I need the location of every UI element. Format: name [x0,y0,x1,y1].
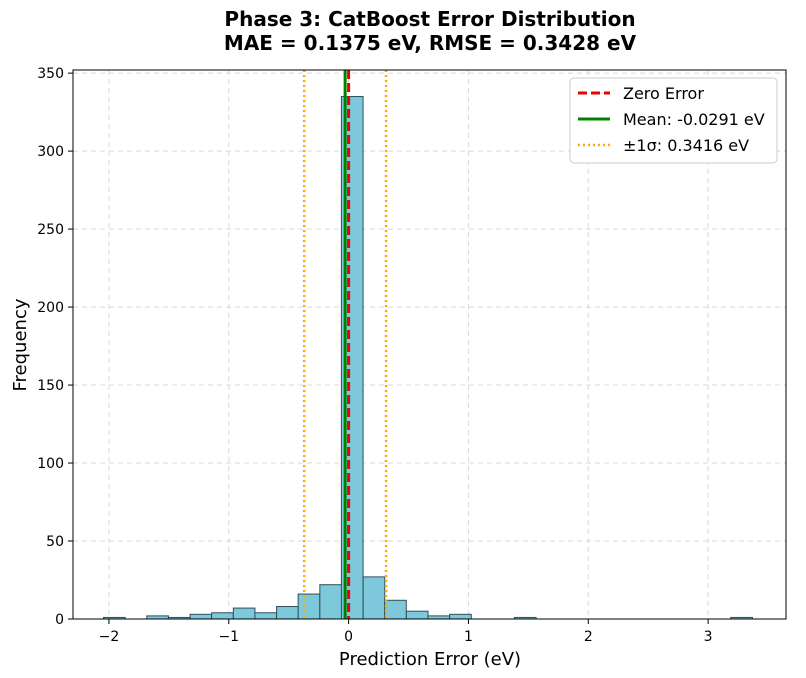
histogram-bar [319,584,342,620]
y-tick-label: 300 [37,144,64,160]
legend-label-mean: Mean: -0.0291 eV [623,110,765,129]
y-tick-label: 250 [37,222,64,238]
x-tick-label: −1 [218,629,239,645]
x-tick-label: −2 [99,629,120,645]
reference-lines [302,70,388,619]
y-tick-label: 350 [37,66,64,82]
legend-label-zero-error: Zero Error [623,84,704,103]
chart-title-line2: MAE = 0.1375 eV, RMSE = 0.3428 eV [224,31,637,55]
legend-box [569,77,778,164]
x-axis-label: Prediction Error (eV) [339,649,521,670]
histogram-bar [297,593,321,620]
histogram-bar [449,613,472,620]
y-axis-ticks: 0 50 100 150 200 250 300 350 [37,66,73,628]
legend: Zero Error Mean: -0.0291 eV ±1σ: 0.3416 … [569,77,778,164]
y-tick-label: 0 [55,612,64,628]
histogram-bar [254,612,278,620]
histogram-bar [232,607,256,620]
y-tick-label: 100 [37,456,64,472]
chart-title-line1: Phase 3: CatBoost Error Distribution [224,7,635,31]
x-tick-label: 2 [584,629,593,645]
y-tick-label: 150 [37,378,64,394]
x-tick-label: 1 [464,629,473,645]
y-tick-label: 50 [46,534,64,550]
histogram-bar [384,599,407,620]
legend-label-sigma: ±1σ: 0.3416 eV [623,136,749,155]
y-tick-label: 200 [37,300,64,316]
histogram-bar [276,606,299,620]
plot-frame [72,69,787,620]
y-axis-label: Frequency [10,298,31,391]
histogram-bar [405,610,429,620]
x-tick-label: 3 [704,629,713,645]
x-tick-label: 0 [344,629,353,645]
x-axis-ticks: −2 −1 0 1 2 3 [99,619,713,645]
histogram-bar [211,612,234,620]
histogram-bar [362,576,386,620]
histogram-bar [189,613,213,620]
